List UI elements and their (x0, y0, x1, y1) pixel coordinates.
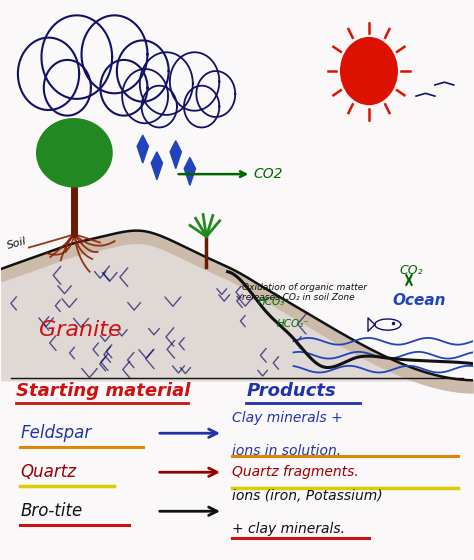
Polygon shape (100, 60, 147, 115)
Text: Granite: Granite (39, 320, 122, 340)
Text: Bro-tite: Bro-tite (20, 502, 82, 520)
Text: CO₂: CO₂ (400, 264, 423, 277)
Text: HCO₃⁻: HCO₃⁻ (277, 319, 310, 329)
Text: Quartz: Quartz (20, 463, 76, 481)
Polygon shape (142, 86, 177, 128)
Circle shape (341, 38, 397, 105)
Text: Oxidation of organic matter
releases CO₂ in soil Zone: Oxidation of organic matter releases CO₂… (242, 283, 367, 302)
Polygon shape (40, 121, 106, 182)
Polygon shape (36, 119, 112, 187)
Polygon shape (184, 157, 196, 185)
Polygon shape (196, 71, 235, 117)
Text: Quartz fragments.: Quartz fragments. (232, 465, 359, 479)
Text: HCO₃⁻: HCO₃⁻ (258, 297, 291, 307)
Text: CO2: CO2 (254, 167, 283, 181)
Polygon shape (42, 15, 112, 99)
Polygon shape (151, 152, 163, 180)
Polygon shape (18, 38, 79, 110)
Polygon shape (122, 69, 168, 123)
Text: ions (iron, Potassium): ions (iron, Potassium) (232, 489, 383, 503)
Polygon shape (38, 119, 109, 184)
Polygon shape (140, 52, 193, 115)
Text: Starting material: Starting material (16, 382, 190, 400)
Ellipse shape (375, 319, 401, 330)
Text: Feldspar: Feldspar (20, 424, 91, 442)
Polygon shape (170, 141, 182, 169)
Text: + clay minerals.: + clay minerals. (232, 522, 345, 536)
Text: Soil: Soil (6, 236, 28, 251)
Polygon shape (184, 86, 219, 128)
Text: ions in solution.: ions in solution. (232, 445, 341, 459)
Polygon shape (137, 135, 148, 163)
Text: Clay minerals +: Clay minerals + (232, 411, 343, 425)
Polygon shape (170, 52, 219, 111)
Polygon shape (117, 40, 169, 102)
Polygon shape (82, 15, 147, 94)
Text: Products: Products (246, 382, 336, 400)
Polygon shape (44, 60, 91, 115)
Text: Ocean: Ocean (392, 293, 446, 308)
